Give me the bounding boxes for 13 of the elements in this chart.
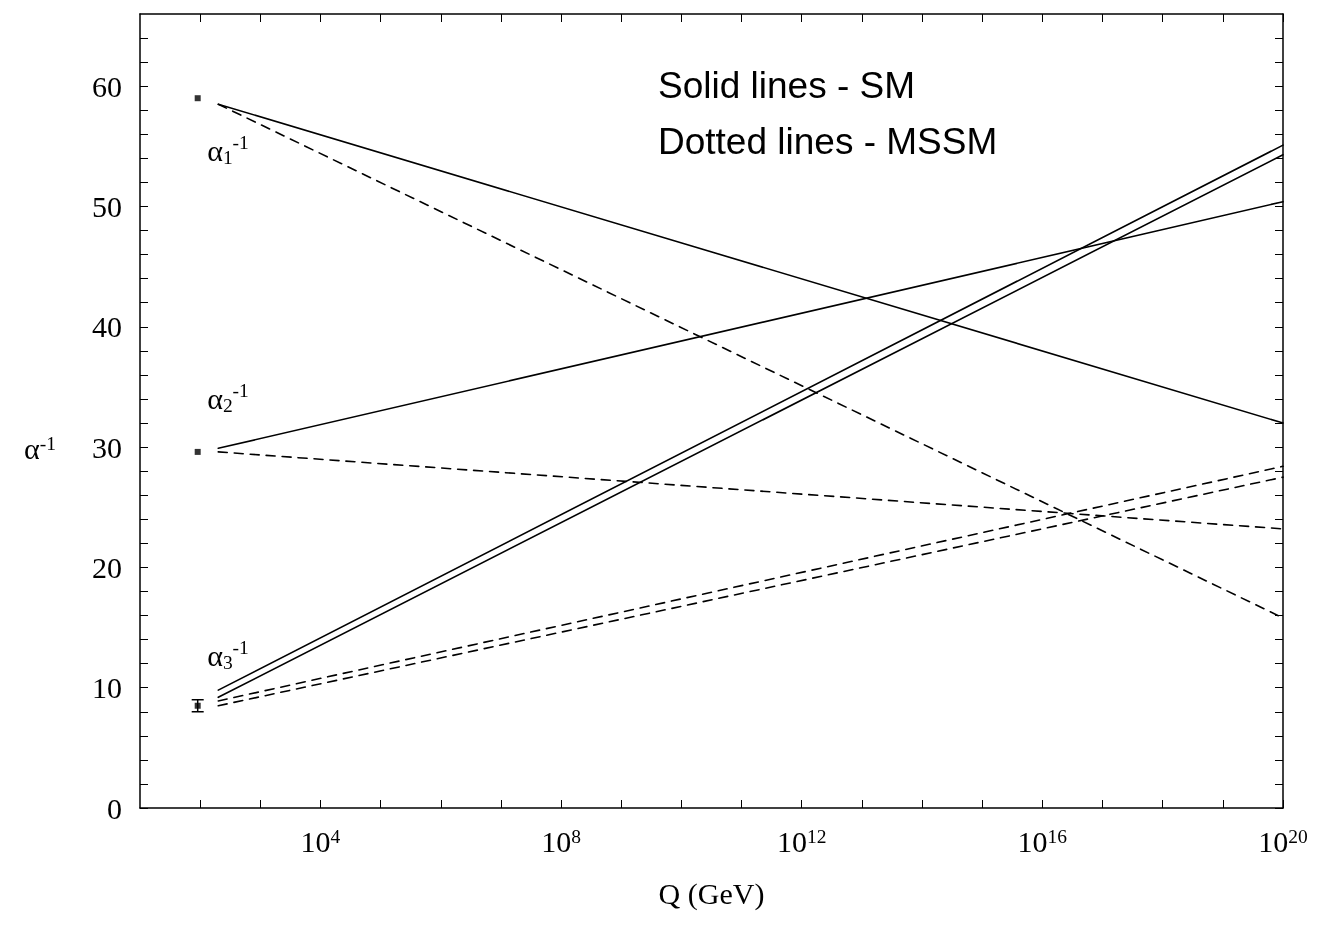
y-tick-label: 10 [92,671,122,705]
annotation: Dotted lines - MSSM [658,120,998,162]
y-tick-label: 30 [92,430,122,464]
y-tick-label: 60 [92,69,122,103]
y-tick-label: 50 [92,189,122,223]
point [194,448,201,455]
y-tick-label: 20 [92,550,122,584]
x-axis-title: Q (GeV) [658,876,765,911]
annotation: Solid lines - SM [658,64,916,106]
point [194,702,201,709]
point [194,95,201,102]
y-tick-label: 40 [92,310,122,344]
y-tick-label: 0 [107,791,122,825]
